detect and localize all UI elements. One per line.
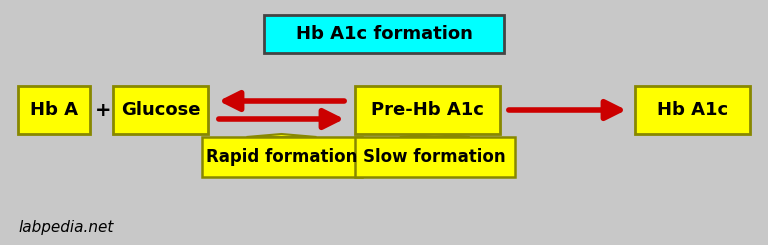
- FancyBboxPatch shape: [355, 86, 500, 134]
- Text: Glucose: Glucose: [121, 101, 200, 119]
- Text: labpedia.net: labpedia.net: [18, 220, 114, 234]
- Text: Hb A1c: Hb A1c: [657, 101, 728, 119]
- Text: Rapid formation: Rapid formation: [206, 148, 357, 166]
- Text: Slow formation: Slow formation: [363, 148, 506, 166]
- Text: +: +: [95, 100, 111, 120]
- Text: Pre-Hb A1c: Pre-Hb A1c: [371, 101, 484, 119]
- FancyBboxPatch shape: [113, 86, 208, 134]
- FancyBboxPatch shape: [635, 86, 750, 134]
- FancyBboxPatch shape: [18, 86, 90, 134]
- FancyBboxPatch shape: [201, 137, 362, 177]
- FancyBboxPatch shape: [264, 15, 504, 53]
- Polygon shape: [400, 134, 470, 137]
- Text: Hb A1c formation: Hb A1c formation: [296, 25, 472, 43]
- Text: Hb A: Hb A: [30, 101, 78, 119]
- Polygon shape: [247, 134, 316, 137]
- FancyBboxPatch shape: [355, 137, 515, 177]
